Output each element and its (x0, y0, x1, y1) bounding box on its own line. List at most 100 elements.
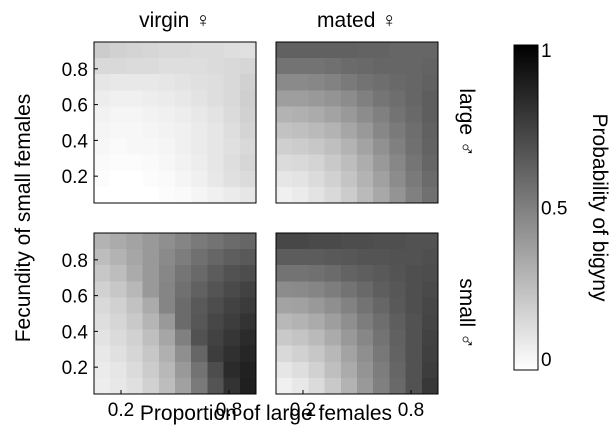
y-tick-label: 0.8 (62, 60, 88, 81)
heatmap-cell (389, 329, 406, 347)
heatmap-cell (142, 377, 160, 395)
heatmap-cell (276, 90, 293, 107)
heatmap-cell (191, 313, 208, 330)
heatmap-cell (175, 345, 192, 363)
heatmap-cell (357, 361, 374, 379)
heatmap-cell (94, 170, 111, 188)
heatmap-cell (389, 313, 406, 330)
heatmap-cell (94, 233, 111, 250)
x-tick-label: 0.8 (216, 400, 242, 421)
heatmap-cell (126, 74, 143, 91)
heatmap-cell (373, 345, 390, 363)
heatmap-cell (292, 186, 309, 204)
heatmap-cell (357, 345, 374, 363)
heatmap-cell (223, 74, 241, 91)
heatmap-cell (207, 233, 224, 250)
heatmap-cell (207, 122, 224, 139)
heatmap-cell (142, 265, 160, 282)
heatmap-cell (175, 249, 192, 266)
heatmap-cell (340, 138, 358, 156)
heatmap-cell (94, 90, 111, 107)
heatmap-cell (126, 58, 143, 75)
x-axis-label: Proportion of large females (140, 402, 392, 425)
heatmap-cell (292, 58, 309, 75)
heatmap-cell (223, 106, 241, 123)
heatmap-cell (110, 90, 127, 107)
heatmap-cell (373, 313, 390, 330)
heatmap-cell (276, 58, 293, 75)
heatmap-cell (126, 313, 143, 330)
heatmap-cell (421, 186, 439, 204)
heatmap-cell (405, 313, 423, 330)
heatmap-cell (239, 90, 257, 107)
heatmap-cell (276, 377, 293, 395)
heatmap-cell (223, 90, 241, 107)
heatmap-cell (276, 186, 293, 204)
heatmap-cell (191, 58, 208, 75)
heatmap-cell (207, 265, 224, 282)
x-tick-label: 0.2 (290, 400, 316, 421)
heatmap-cell (110, 345, 127, 363)
heatmap-cell (158, 106, 176, 123)
heatmap-cell (110, 233, 127, 250)
heatmap-cell (389, 361, 406, 379)
y-tick-label: 0.2 (62, 167, 88, 188)
heatmap-cell (191, 297, 208, 314)
heatmap-cell (405, 58, 423, 75)
heatmap-cell (239, 74, 257, 91)
heatmap-cell (207, 249, 224, 266)
heatmap-cell (373, 329, 390, 347)
heatmap-cell (324, 42, 342, 59)
heatmap-cell (142, 233, 160, 250)
heatmap-cell (308, 106, 325, 123)
heatmap-cell (340, 345, 358, 363)
heatmap-cell (324, 58, 342, 75)
heatmap-cell (110, 170, 127, 188)
heatmap-cell (421, 313, 439, 330)
heatmap-cell (389, 90, 406, 107)
heatmap-cell (292, 297, 309, 314)
x-tick-label: 0.2 (108, 400, 134, 421)
heatmap-cell (142, 42, 160, 59)
heatmap-cell (405, 377, 423, 395)
heatmap-cell (340, 122, 358, 139)
heatmap-cell (142, 313, 160, 330)
heatmap-cell (292, 138, 309, 156)
heatmap-cell (158, 138, 176, 156)
heatmap-cell (239, 186, 257, 204)
heatmap-cell (389, 377, 406, 395)
heatmap-cell (223, 58, 241, 75)
heatmap-cell (276, 233, 293, 250)
heatmap-cell (340, 313, 358, 330)
heatmap-cell (158, 42, 176, 59)
heatmap-cell (223, 170, 241, 188)
y-tick-label: 0.4 (62, 322, 89, 343)
heatmap-cell (207, 74, 224, 91)
heatmap-cell (158, 297, 176, 314)
heatmap-cell (191, 186, 208, 204)
column-title-mated: mated ♀ (317, 9, 397, 32)
heatmap-cell (308, 281, 325, 298)
heatmap-cell (223, 42, 241, 59)
heatmap-cell (373, 90, 390, 107)
heatmap-cell (191, 377, 208, 395)
heatmap-cell (421, 281, 439, 298)
heatmap-cell (405, 122, 423, 139)
heatmap-cell (308, 313, 325, 330)
heatmap-cell (175, 74, 192, 91)
heatmap-cell (175, 122, 192, 139)
heatmap-cell (308, 233, 325, 250)
heatmap-cell (324, 122, 342, 139)
heatmap-cell (191, 122, 208, 139)
heatmap-cell (207, 345, 224, 363)
heatmap-cell (223, 154, 241, 172)
heatmap-cell (373, 233, 390, 250)
heatmap-cell (94, 58, 111, 75)
heatmap-cell (207, 361, 224, 379)
heatmap-cell (324, 377, 342, 395)
panel-frame (275, 41, 439, 204)
heatmap-cell (276, 265, 293, 282)
heatmap-cell (308, 186, 325, 204)
heatmap-cell (126, 42, 143, 59)
heatmap-cell (158, 281, 176, 298)
